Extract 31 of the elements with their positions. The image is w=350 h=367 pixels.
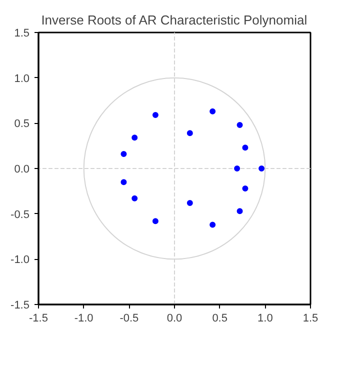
point <box>152 218 158 224</box>
point <box>186 130 193 136</box>
point <box>242 185 248 192</box>
x-tick-label: -0.5 <box>120 312 139 324</box>
x-tick-label: 1.0 <box>258 312 273 324</box>
point <box>152 112 158 118</box>
point <box>236 122 243 128</box>
point <box>236 208 243 214</box>
point <box>132 134 138 141</box>
chart-title: Inverse Roots of AR Characteristic Polynomial <box>41 12 308 28</box>
point <box>258 166 265 172</box>
point <box>120 151 127 157</box>
x-tick-label: 0.5 <box>212 312 228 324</box>
x-tick-label: -1.0 <box>74 312 94 324</box>
point <box>186 200 193 206</box>
y-tick-label: -0.5 <box>10 208 30 221</box>
y-tick-label: 0.0 <box>14 164 30 176</box>
x-tick-label: -1.5 <box>29 312 48 324</box>
y-tick-label: -1.5 <box>10 300 30 312</box>
point <box>210 222 216 228</box>
y-tick-label: 1.5 <box>14 28 30 40</box>
point <box>210 108 216 114</box>
y-tick-label: 0.5 <box>14 118 30 130</box>
y-tick-label: -1.0 <box>10 254 30 266</box>
point <box>132 195 138 202</box>
y-tick-label: 1.0 <box>14 72 30 85</box>
point <box>242 144 248 151</box>
point <box>234 166 240 172</box>
x-tick-label: 1.5 <box>302 312 318 324</box>
x-tick-label: 0.0 <box>166 312 182 324</box>
point <box>120 179 127 186</box>
